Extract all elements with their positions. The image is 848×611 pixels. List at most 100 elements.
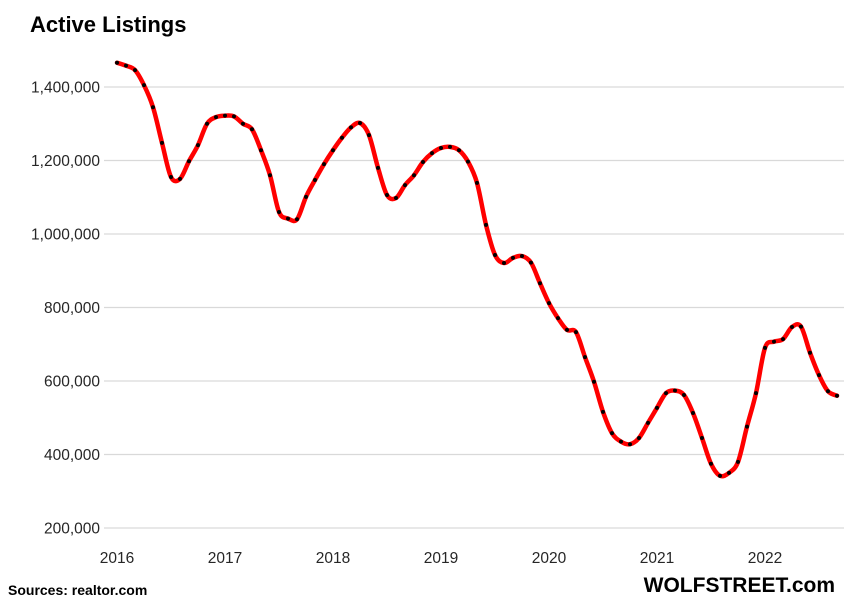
data-point-marker <box>169 175 173 180</box>
data-point-marker <box>574 330 578 335</box>
data-point-marker <box>214 115 218 120</box>
x-axis-tick-label: 2016 <box>100 550 134 567</box>
data-point-marker <box>124 63 128 68</box>
data-point-marker <box>583 355 587 360</box>
data-point-marker <box>826 389 830 394</box>
data-point-marker <box>691 410 695 415</box>
data-point-marker <box>781 337 785 342</box>
data-point-marker <box>241 121 245 126</box>
y-axis-tick-label: 800,000 <box>44 300 100 317</box>
y-axis-tick-label: 400,000 <box>44 447 100 464</box>
data-point-marker <box>601 409 605 414</box>
data-point-marker <box>367 133 371 138</box>
data-point-marker <box>808 350 812 355</box>
y-axis-tick-label: 1,000,000 <box>31 227 100 244</box>
data-point-marker <box>295 217 299 222</box>
data-point-marker <box>403 183 407 188</box>
data-point-marker <box>331 148 335 153</box>
data-point-marker <box>547 301 551 306</box>
data-point-marker <box>187 159 191 164</box>
data-point-marker <box>502 261 506 266</box>
data-point-marker <box>682 392 686 397</box>
data-point-marker <box>421 159 425 164</box>
data-point-marker <box>628 442 632 447</box>
data-point-marker <box>835 393 839 398</box>
data-point-marker <box>133 68 137 73</box>
data-point-marker <box>457 148 461 153</box>
data-point-marker <box>700 435 704 440</box>
data-point-marker <box>718 473 722 478</box>
data-point-marker <box>511 255 515 260</box>
data-point-marker <box>313 177 317 182</box>
data-point-marker <box>340 135 344 140</box>
data-point-marker <box>817 373 821 378</box>
sources-note: Sources: realtor.com <box>8 582 148 598</box>
data-point-marker <box>385 193 389 198</box>
data-point-marker <box>493 252 497 257</box>
data-point-marker <box>115 60 119 65</box>
data-point-marker <box>412 173 416 178</box>
data-point-marker <box>637 435 641 440</box>
y-axis-tick-label: 200,000 <box>44 521 100 538</box>
data-point-marker <box>358 121 362 126</box>
data-point-marker <box>349 125 353 130</box>
data-point-marker <box>448 144 452 149</box>
data-point-marker <box>178 176 182 181</box>
data-point-marker <box>709 461 713 466</box>
data-point-marker <box>394 195 398 200</box>
data-point-marker <box>754 391 758 396</box>
data-point-marker <box>745 424 749 429</box>
data-point-marker <box>790 324 794 329</box>
data-point-marker <box>376 165 380 170</box>
data-point-marker <box>466 159 470 164</box>
data-point-marker <box>250 127 254 132</box>
data-point-marker <box>592 379 596 384</box>
y-axis-tick-label: 1,400,000 <box>31 80 100 97</box>
data-point-marker <box>304 194 308 199</box>
data-point-marker <box>619 439 623 444</box>
data-point-marker <box>529 260 533 265</box>
data-line <box>114 60 840 479</box>
data-point-marker <box>772 339 776 344</box>
data-point-marker <box>520 254 524 259</box>
wolfstreet-brand: WOLFSTREET.com <box>643 574 835 597</box>
data-point-marker <box>196 143 200 148</box>
data-point-marker <box>322 162 326 167</box>
y-axis-tick-label: 600,000 <box>44 374 100 391</box>
data-point-marker <box>223 113 227 118</box>
data-point-marker <box>538 281 542 286</box>
data-point-marker <box>259 148 263 153</box>
data-point-marker <box>673 388 677 393</box>
chart-title: Active Listings <box>30 12 187 37</box>
x-axis-tick-label: 2018 <box>316 550 350 567</box>
data-point-marker <box>205 121 209 126</box>
data-point-marker <box>655 405 659 410</box>
data-point-marker <box>727 470 731 475</box>
data-point-marker <box>610 431 614 436</box>
data-point-marker <box>151 105 155 110</box>
data-point-marker <box>799 324 803 329</box>
x-axis-tick-label: 2022 <box>748 550 782 567</box>
data-point-marker <box>277 209 281 214</box>
data-point-marker <box>268 173 272 178</box>
data-point-marker <box>763 345 767 350</box>
data-point-marker <box>286 216 290 221</box>
data-point-marker <box>439 146 443 151</box>
x-axis-tick-label: 2021 <box>640 550 674 567</box>
x-axis-tick-label: 2017 <box>208 550 242 567</box>
data-point-marker <box>646 420 650 425</box>
data-point-marker <box>142 83 146 88</box>
data-point-marker <box>475 180 479 185</box>
data-point-marker <box>736 459 740 464</box>
data-point-marker <box>430 151 434 156</box>
data-point-marker <box>484 222 488 227</box>
y-axis-tick-label: 1,200,000 <box>31 153 100 170</box>
data-point-marker <box>556 316 560 321</box>
x-axis-tick-label: 2019 <box>424 550 458 567</box>
data-point-marker <box>565 327 569 332</box>
data-point-marker <box>160 140 164 145</box>
data-point-marker <box>664 391 668 396</box>
x-axis-tick-label: 2020 <box>532 550 567 567</box>
